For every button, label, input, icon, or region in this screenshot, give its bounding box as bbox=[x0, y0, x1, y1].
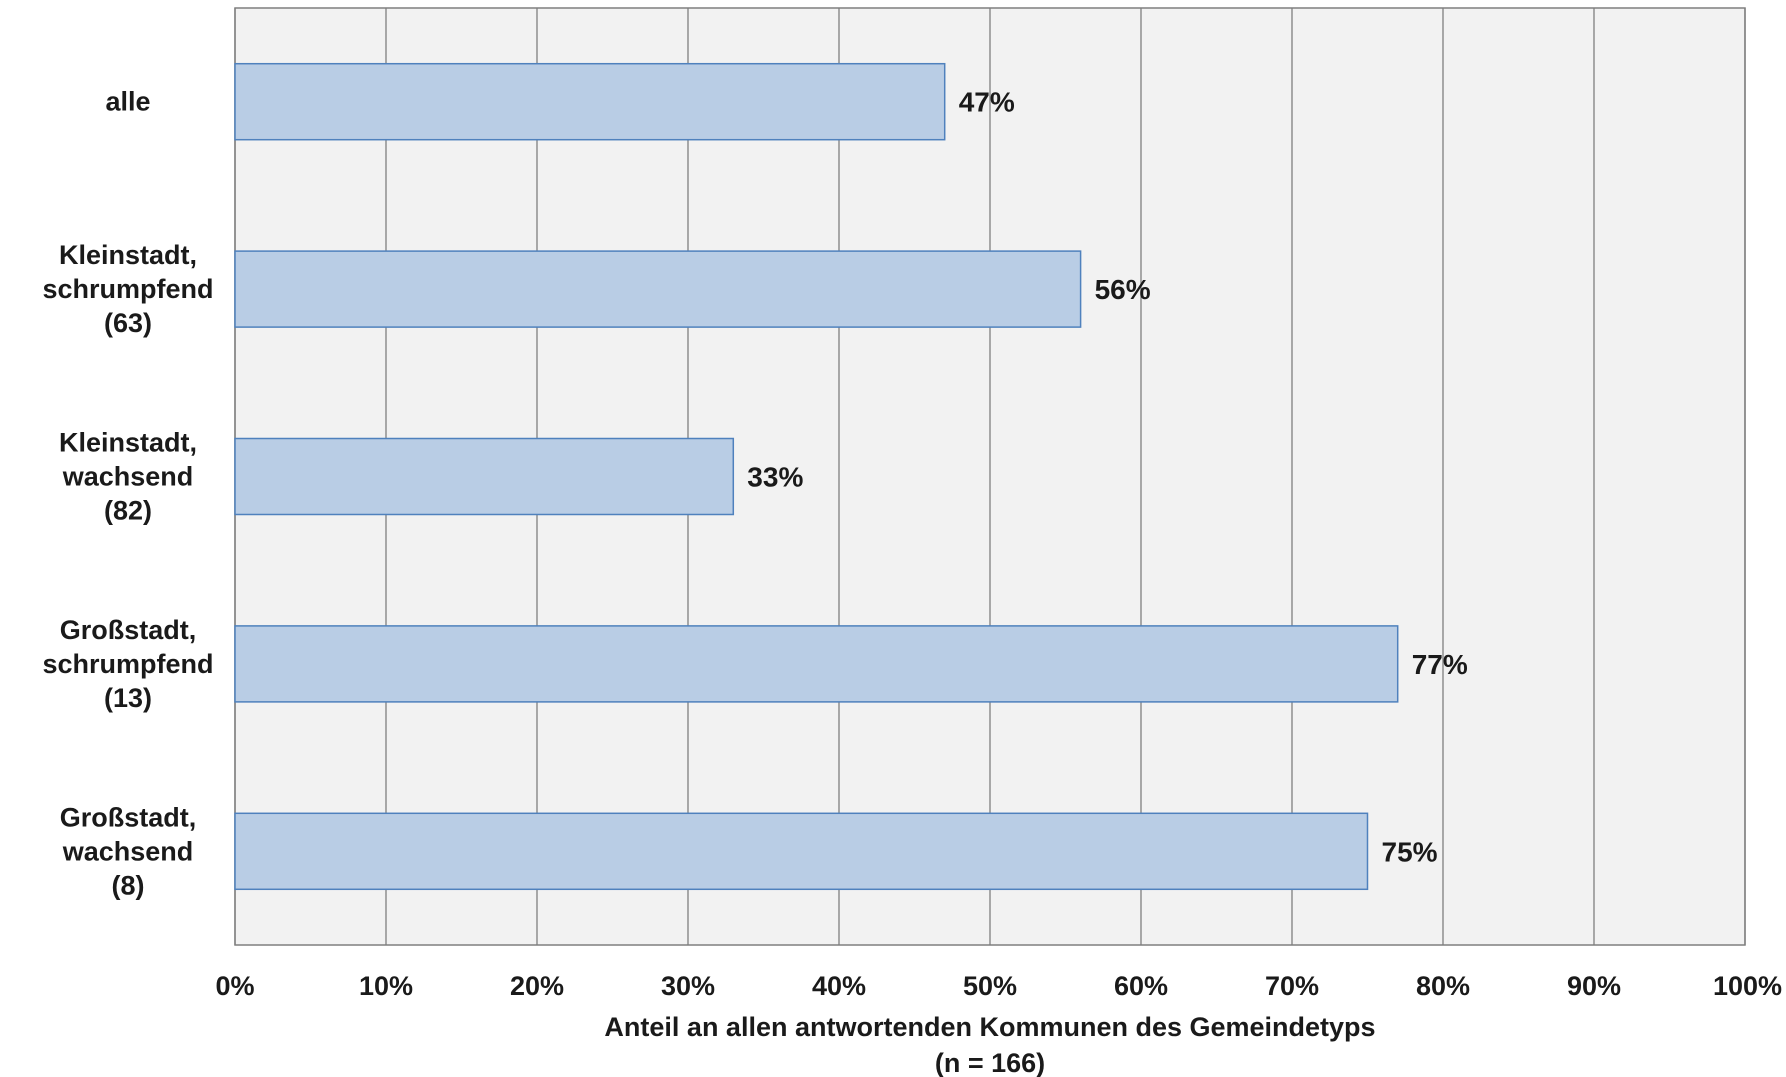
category-label-line: (82) bbox=[104, 496, 152, 526]
x-tick-label: 90% bbox=[1567, 971, 1621, 1001]
bar bbox=[234, 250, 1082, 328]
gridlines bbox=[234, 8, 1746, 945]
data-label: 33% bbox=[747, 462, 803, 493]
data-label: 47% bbox=[959, 87, 1015, 118]
bar bbox=[234, 62, 946, 141]
x-axis-title-line: Anteil an allen antwortenden Kommunen de… bbox=[604, 1012, 1375, 1042]
data-labels: 47% 56% 33% 77% 75% bbox=[747, 87, 1468, 868]
category-label-line: schrumpfend bbox=[42, 274, 213, 304]
x-tick-label: 30% bbox=[661, 971, 715, 1001]
data-label: 77% bbox=[1412, 649, 1468, 680]
x-tick-label: 50% bbox=[963, 971, 1017, 1001]
x-axis-title-line: (n = 166) bbox=[935, 1048, 1045, 1077]
x-axis-title: Anteil an allen antwortenden Kommunen de… bbox=[604, 1012, 1375, 1077]
category-label: Kleinstadt, wachsend (82) bbox=[59, 428, 197, 526]
category-label-line: wachsend bbox=[62, 462, 194, 492]
category-label-line: Großstadt, bbox=[60, 802, 197, 832]
x-tick-label: 80% bbox=[1416, 971, 1470, 1001]
category-label-line: Großstadt, bbox=[60, 615, 197, 645]
x-tick-label: 60% bbox=[1114, 971, 1168, 1001]
category-label-line: Kleinstadt, bbox=[59, 240, 197, 270]
data-label: 56% bbox=[1095, 274, 1151, 305]
bars bbox=[234, 62, 1399, 891]
bar bbox=[234, 625, 1399, 703]
category-label: Kleinstadt, schrumpfend (63) bbox=[42, 240, 213, 338]
data-label: 75% bbox=[1382, 836, 1438, 867]
category-label-line: schrumpfend bbox=[42, 649, 213, 679]
bar bbox=[234, 812, 1369, 891]
category-label: Großstadt, schrumpfend (13) bbox=[42, 615, 213, 713]
category-label-line: Kleinstadt, bbox=[59, 428, 197, 458]
x-tick-label: 100% bbox=[1713, 971, 1782, 1001]
category-label-line: alle bbox=[105, 87, 150, 117]
x-tick-label: 20% bbox=[510, 971, 564, 1001]
x-tick-label: 10% bbox=[359, 971, 413, 1001]
category-label-line: (8) bbox=[112, 870, 145, 900]
category-label: alle bbox=[105, 87, 150, 117]
category-label-line: (63) bbox=[104, 308, 152, 338]
x-tick-label: 40% bbox=[812, 971, 866, 1001]
category-label: Großstadt, wachsend (8) bbox=[60, 802, 197, 900]
x-tick-labels: 0% 10% 20% 30% 40% 50% 60% 70% 80% 90% 100% bbox=[215, 971, 1782, 1001]
category-label-line: wachsend bbox=[62, 836, 194, 866]
x-tick-label: 70% bbox=[1265, 971, 1319, 1001]
bar bbox=[234, 437, 735, 516]
category-label-line: (13) bbox=[104, 683, 152, 713]
x-tick-label: 0% bbox=[215, 971, 254, 1001]
